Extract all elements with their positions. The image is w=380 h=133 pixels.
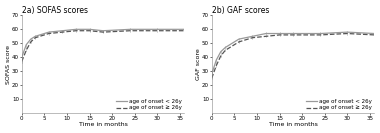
age of onset ≥ 26y bbox=[24, 49, 28, 51]
age of onset < 26y bbox=[47, 31, 51, 33]
age of onset < 26y bbox=[237, 38, 241, 40]
age of onset < 26y bbox=[345, 31, 350, 33]
age of onset < 26y bbox=[218, 51, 223, 53]
age of onset ≥ 26y bbox=[277, 34, 282, 36]
age of onset ≥ 26y bbox=[33, 37, 38, 39]
age of onset < 26y bbox=[209, 73, 214, 75]
age of onset < 26y bbox=[19, 57, 24, 58]
age of onset ≥ 26y bbox=[372, 34, 377, 36]
age of onset ≥ 26y bbox=[218, 55, 223, 57]
age of onset ≥ 26y bbox=[128, 30, 133, 32]
age of onset ≥ 26y bbox=[318, 34, 323, 36]
age of onset < 26y bbox=[128, 28, 133, 30]
Legend: age of onset < 26y, age of onset ≥ 26y: age of onset < 26y, age of onset ≥ 26y bbox=[116, 99, 182, 111]
age of onset < 26y bbox=[318, 33, 323, 34]
age of onset ≥ 26y bbox=[291, 34, 295, 36]
Y-axis label: GAF score: GAF score bbox=[196, 48, 201, 80]
age of onset ≥ 26y bbox=[237, 41, 241, 43]
age of onset ≥ 26y bbox=[209, 78, 214, 79]
age of onset < 26y bbox=[33, 36, 38, 37]
Line: age of onset ≥ 26y: age of onset ≥ 26y bbox=[212, 34, 374, 78]
Text: 2b) GAF scores: 2b) GAF scores bbox=[212, 6, 269, 14]
age of onset ≥ 26y bbox=[60, 31, 65, 33]
age of onset < 26y bbox=[28, 38, 33, 40]
X-axis label: Time in months: Time in months bbox=[79, 122, 128, 127]
Line: age of onset ≥ 26y: age of onset ≥ 26y bbox=[22, 31, 184, 61]
age of onset < 26y bbox=[182, 28, 187, 30]
age of onset < 26y bbox=[264, 33, 268, 34]
age of onset < 26y bbox=[155, 28, 160, 30]
age of onset < 26y bbox=[24, 44, 28, 45]
age of onset ≥ 26y bbox=[223, 49, 228, 51]
age of onset < 26y bbox=[223, 47, 228, 48]
age of onset < 26y bbox=[372, 33, 377, 34]
age of onset ≥ 26y bbox=[19, 61, 24, 62]
age of onset < 26y bbox=[214, 59, 218, 61]
X-axis label: Time in months: Time in months bbox=[269, 122, 318, 127]
Line: age of onset < 26y: age of onset < 26y bbox=[22, 29, 184, 57]
age of onset < 26y bbox=[60, 30, 65, 32]
age of onset < 26y bbox=[250, 36, 255, 37]
age of onset ≥ 26y bbox=[74, 30, 78, 32]
Line: age of onset < 26y: age of onset < 26y bbox=[212, 32, 374, 74]
Legend: age of onset < 26y, age of onset ≥ 26y: age of onset < 26y, age of onset ≥ 26y bbox=[306, 99, 372, 111]
age of onset ≥ 26y bbox=[47, 33, 51, 34]
age of onset ≥ 26y bbox=[182, 30, 187, 32]
age of onset < 26y bbox=[87, 28, 92, 30]
age of onset ≥ 26y bbox=[28, 41, 33, 43]
age of onset ≥ 26y bbox=[264, 36, 268, 37]
age of onset < 26y bbox=[277, 33, 282, 34]
age of onset < 26y bbox=[291, 33, 295, 34]
age of onset ≥ 26y bbox=[155, 30, 160, 32]
Y-axis label: SOFAS score: SOFAS score bbox=[6, 45, 11, 84]
age of onset ≥ 26y bbox=[214, 65, 218, 66]
Text: 2a) SOFAS scores: 2a) SOFAS scores bbox=[22, 6, 88, 14]
age of onset ≥ 26y bbox=[345, 33, 350, 34]
age of onset ≥ 26y bbox=[101, 31, 105, 33]
age of onset ≥ 26y bbox=[250, 37, 255, 39]
age of onset < 26y bbox=[74, 28, 78, 30]
age of onset ≥ 26y bbox=[87, 30, 92, 32]
age of onset < 26y bbox=[101, 30, 105, 32]
